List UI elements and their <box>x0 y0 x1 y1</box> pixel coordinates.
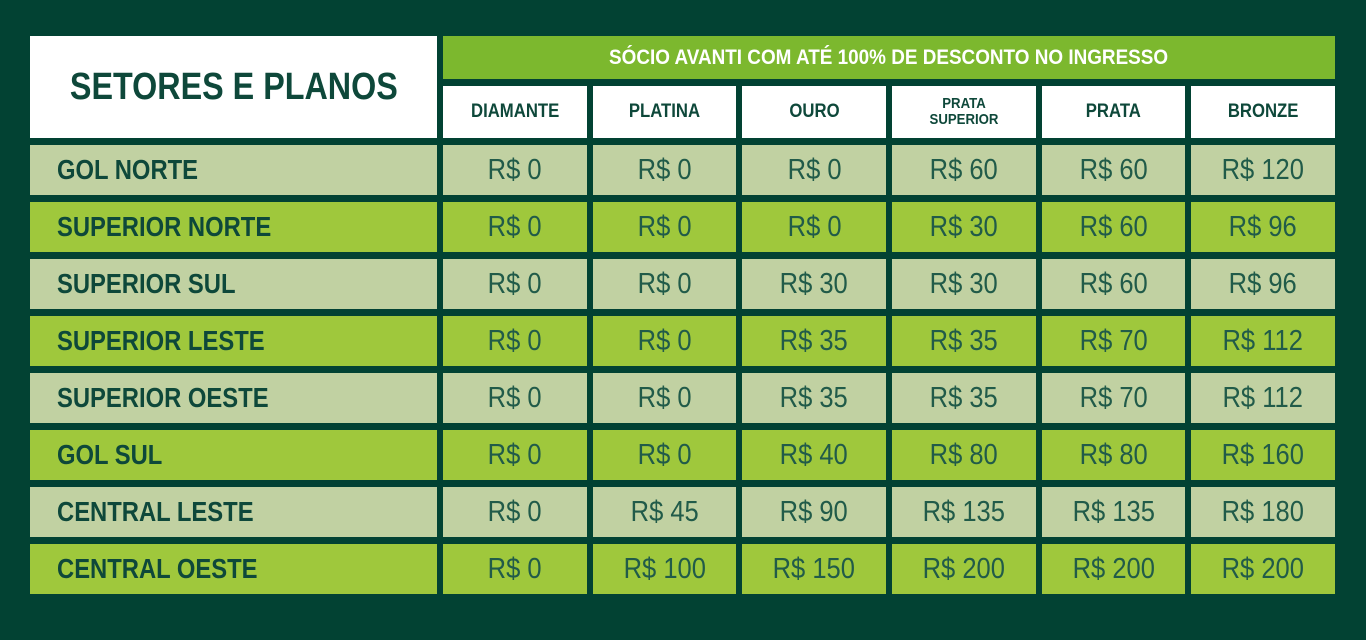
price-cell: R$ 112 <box>1191 373 1335 423</box>
price-cell: R$ 135 <box>892 487 1036 537</box>
row-label-gol-norte: GOL NORTE <box>30 145 437 195</box>
pricing-table: SETORES E PLANOS SÓCIO AVANTI COM ATÉ 10… <box>30 36 1335 594</box>
price-cell: R$ 135 <box>1041 487 1186 537</box>
price-cell: R$ 35 <box>892 373 1036 423</box>
price-cell: R$ 0 <box>443 316 587 366</box>
row-label-superior-leste: SUPERIOR LESTE <box>30 316 437 366</box>
row-label-superior-sul: SUPERIOR SUL <box>30 259 437 309</box>
table-title: SETORES E PLANOS <box>69 65 398 108</box>
price-cell: R$ 0 <box>592 316 737 366</box>
price-cell: R$ 60 <box>1041 145 1186 195</box>
price-cell: R$ 60 <box>892 145 1036 195</box>
column-header-prata-superior: PRATA SUPERIOR <box>892 86 1036 138</box>
row-label-gol-sul: GOL SUL <box>30 430 437 480</box>
price-cell: R$ 200 <box>1041 544 1186 594</box>
price-cell: R$ 0 <box>443 259 587 309</box>
row-label-superior-oeste: SUPERIOR OESTE <box>30 373 437 423</box>
price-cell: R$ 0 <box>592 373 737 423</box>
price-cell: R$ 80 <box>892 430 1036 480</box>
promo-banner-text: SÓCIO AVANTI COM ATÉ 100% DE DESCONTO NO… <box>609 45 1169 69</box>
price-cell: R$ 100 <box>592 544 737 594</box>
price-cell: R$ 0 <box>443 373 587 423</box>
price-cell: R$ 60 <box>1041 259 1186 309</box>
price-cell: R$ 90 <box>742 487 886 537</box>
price-cell: R$ 70 <box>1041 373 1186 423</box>
price-cell: R$ 0 <box>592 145 737 195</box>
column-header-platina: PLATINA <box>592 86 737 138</box>
table-title-box: SETORES E PLANOS <box>30 36 437 138</box>
price-cell: R$ 30 <box>742 259 886 309</box>
row-label-superior-norte: SUPERIOR NORTE <box>30 202 437 252</box>
price-cell: R$ 35 <box>892 316 1036 366</box>
price-cell: R$ 40 <box>742 430 886 480</box>
column-header-bronze: BRONZE <box>1191 86 1335 138</box>
price-cell: R$ 180 <box>1191 487 1335 537</box>
price-cell: R$ 0 <box>592 202 737 252</box>
price-cell: R$ 0 <box>592 259 737 309</box>
price-cell: R$ 45 <box>592 487 737 537</box>
price-cell: R$ 200 <box>1191 544 1335 594</box>
column-header-prata: PRATA <box>1041 86 1186 138</box>
price-cell: R$ 35 <box>742 316 886 366</box>
price-cell: R$ 0 <box>443 145 587 195</box>
column-header-ouro: OURO <box>742 86 886 138</box>
price-cell: R$ 60 <box>1041 202 1186 252</box>
price-cell: R$ 200 <box>892 544 1036 594</box>
price-cell: R$ 96 <box>1191 259 1335 309</box>
promo-banner: SÓCIO AVANTI COM ATÉ 100% DE DESCONTO NO… <box>443 36 1335 79</box>
price-cell: R$ 80 <box>1041 430 1186 480</box>
price-cell: R$ 30 <box>892 202 1036 252</box>
price-cell: R$ 160 <box>1191 430 1335 480</box>
price-cell: R$ 120 <box>1191 145 1335 195</box>
price-cell: R$ 112 <box>1191 316 1335 366</box>
price-cell: R$ 0 <box>443 430 587 480</box>
price-cell: R$ 30 <box>892 259 1036 309</box>
price-cell: R$ 0 <box>592 430 737 480</box>
price-cell: R$ 96 <box>1191 202 1335 252</box>
price-cell: R$ 0 <box>742 202 886 252</box>
price-cell: R$ 0 <box>443 487 587 537</box>
price-cell: R$ 150 <box>742 544 886 594</box>
price-cell: R$ 0 <box>443 202 587 252</box>
price-cell: R$ 70 <box>1041 316 1186 366</box>
price-cell: R$ 0 <box>742 145 886 195</box>
price-cell: R$ 35 <box>742 373 886 423</box>
row-label-central-leste: CENTRAL LESTE <box>30 487 437 537</box>
row-label-central-oeste: CENTRAL OESTE <box>30 544 437 594</box>
price-cell: R$ 0 <box>443 544 587 594</box>
column-header-diamante: DIAMANTE <box>443 86 587 138</box>
